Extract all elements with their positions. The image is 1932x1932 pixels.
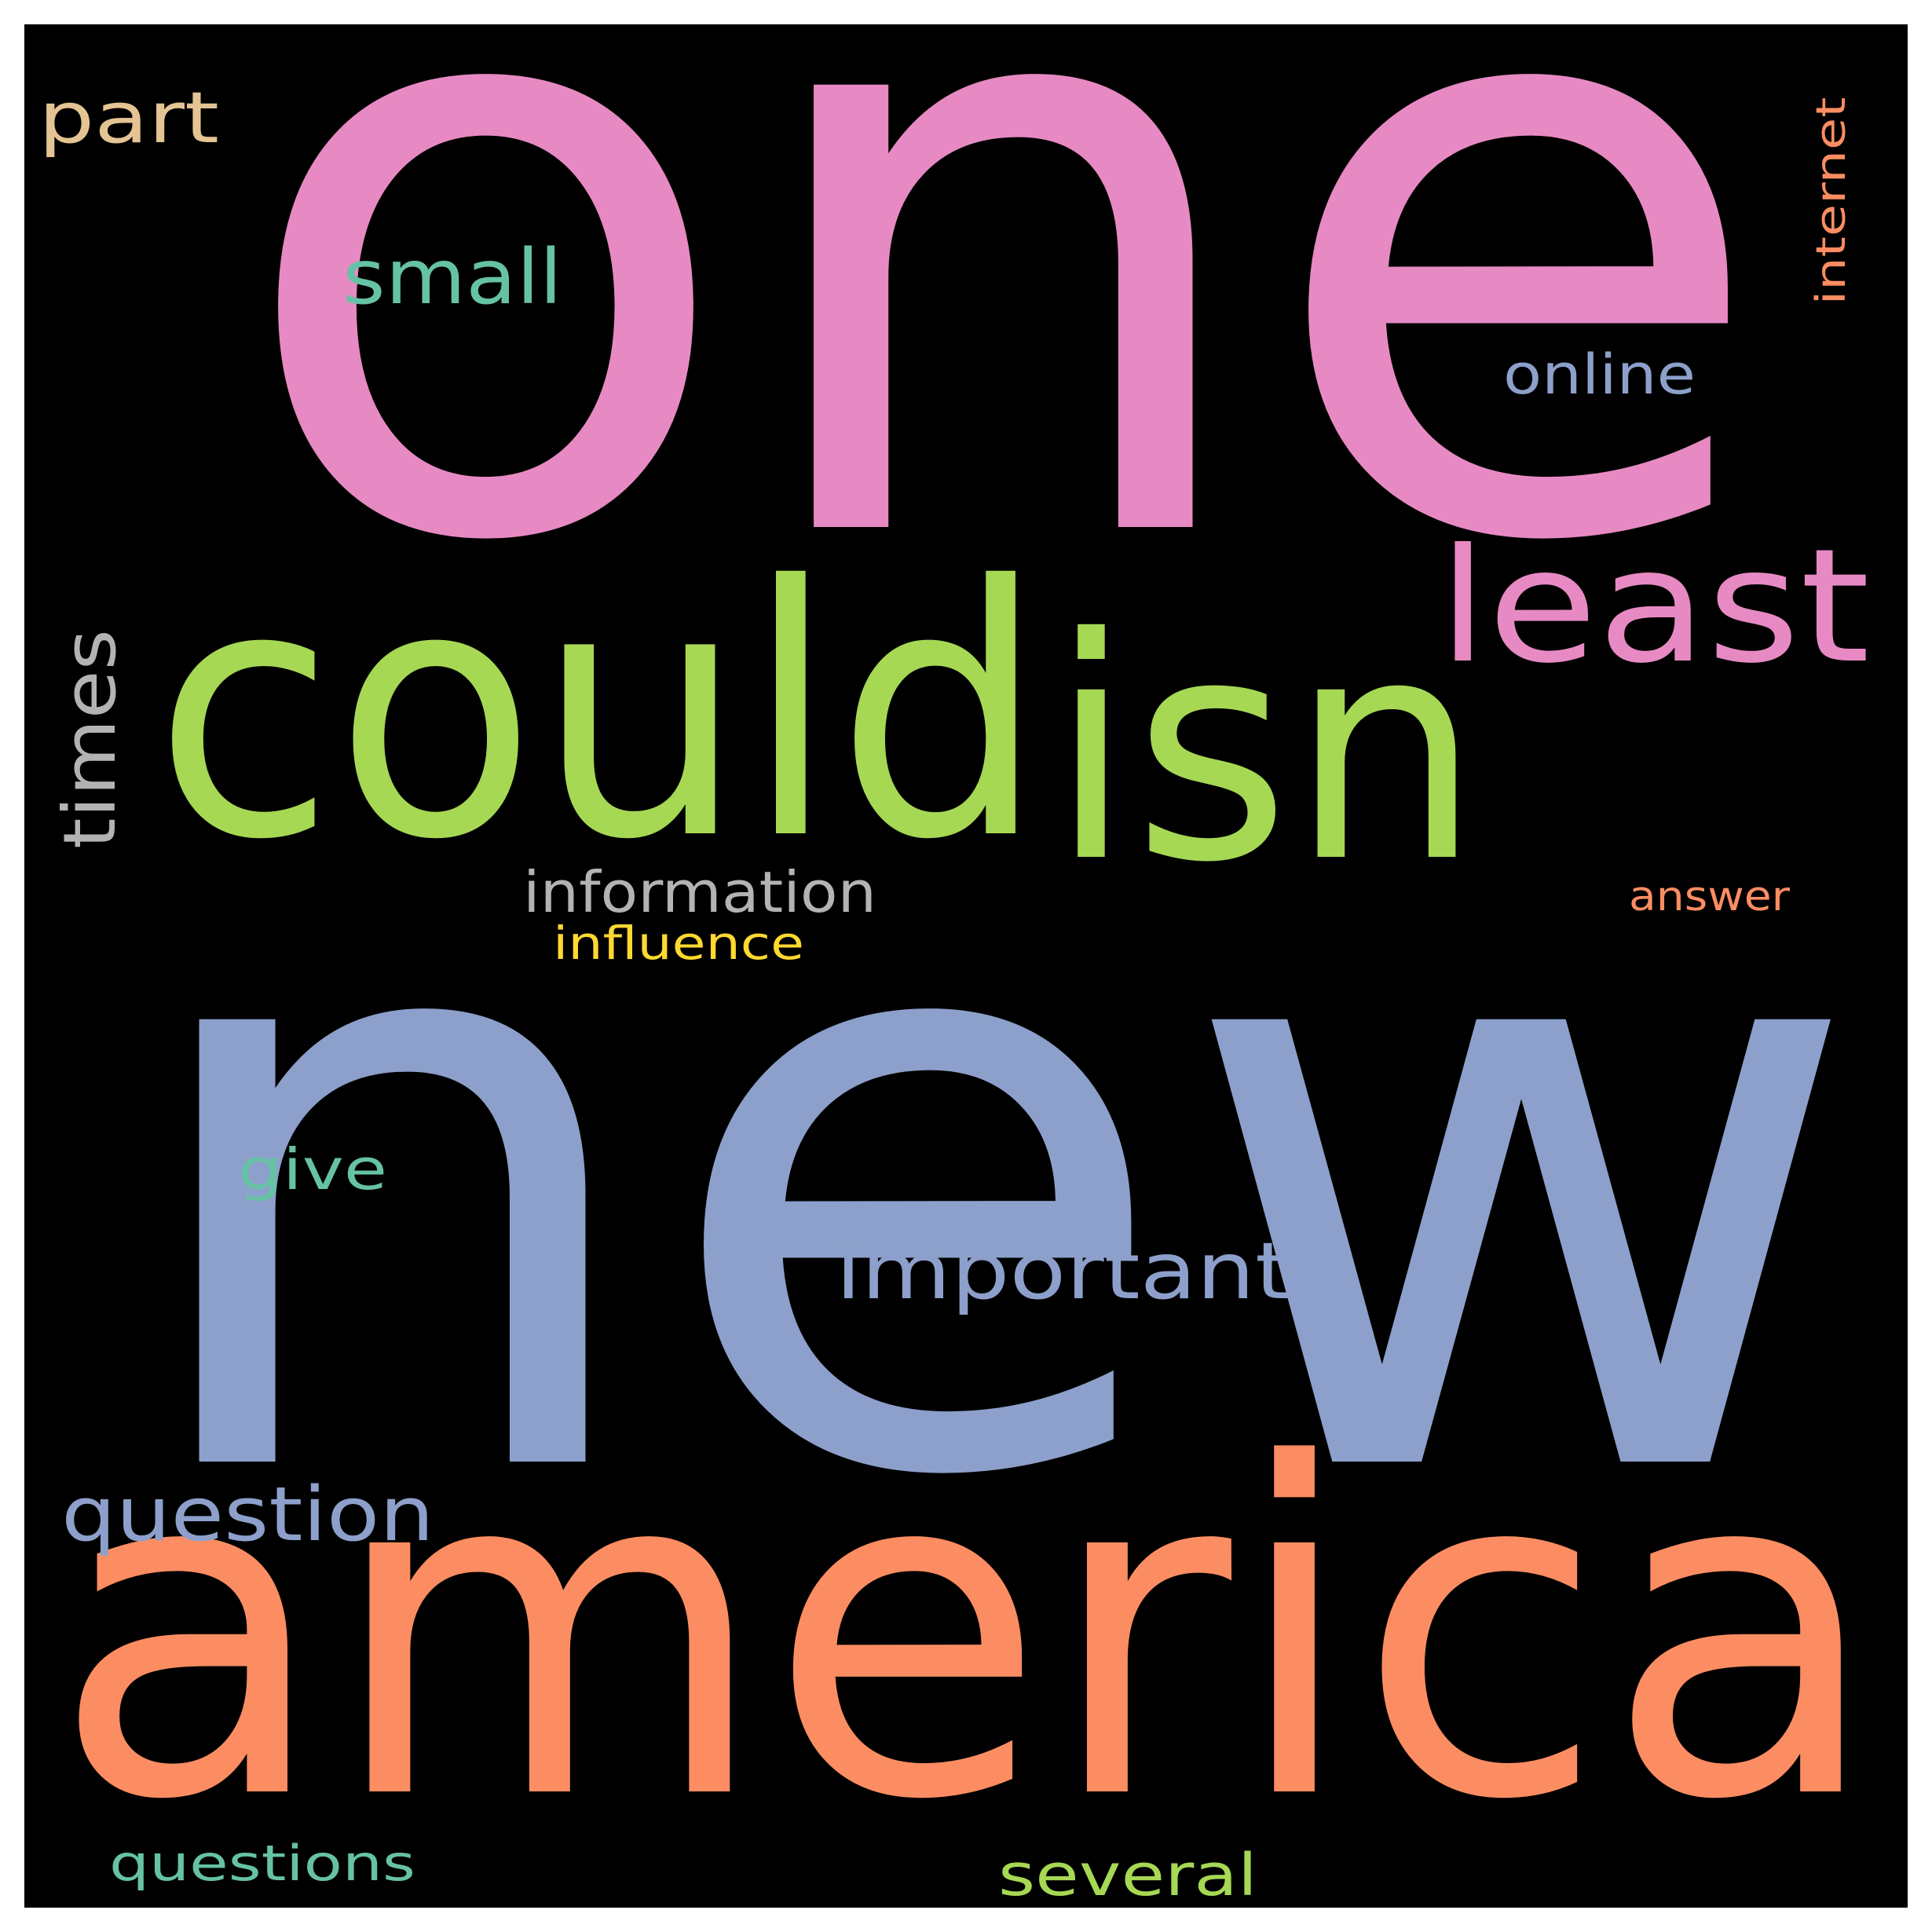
word-online: online <box>1503 342 1696 407</box>
cloud-background <box>24 24 1908 1908</box>
word-internet: internet <box>1808 97 1855 306</box>
word-several: several <box>998 1842 1257 1908</box>
word-important: important <box>836 1225 1291 1317</box>
word-could: could <box>154 513 1045 915</box>
word-isn: isn <box>1049 573 1481 929</box>
word-information: information <box>523 859 876 925</box>
word-least: least <box>1438 515 1870 698</box>
word-influence: influence <box>553 917 804 970</box>
word-give: give <box>238 1136 387 1202</box>
word-america: america <box>52 1369 1882 1899</box>
word-cloud-canvas: one new america could isn least times in… <box>24 24 1908 1908</box>
word-small: small <box>342 233 562 321</box>
word-times: times <box>48 629 132 849</box>
word-one: one <box>232 24 1772 718</box>
word-questions: questions <box>109 1835 415 1892</box>
word-new: new <box>123 711 1866 1652</box>
word-question: question <box>61 1472 434 1558</box>
word-cloud: one new america could isn least times in… <box>24 24 1908 1908</box>
word-answer: answer <box>1629 873 1791 920</box>
word-part: part <box>38 77 219 159</box>
